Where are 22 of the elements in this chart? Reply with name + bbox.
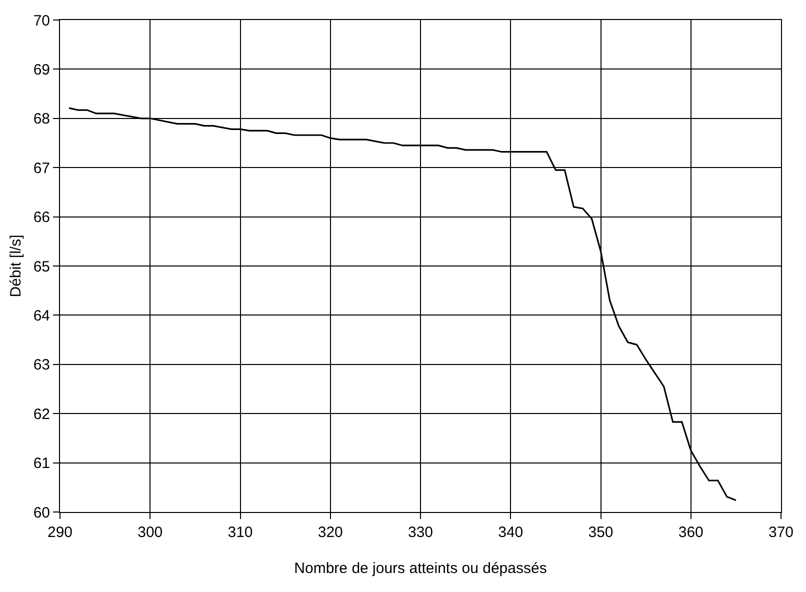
x-tick-label: 370 xyxy=(768,524,794,541)
x-tick-label: 340 xyxy=(498,524,524,541)
y-tick-label: 67 xyxy=(33,160,50,177)
x-tick-label: 290 xyxy=(47,524,73,541)
y-tick-label: 61 xyxy=(33,455,50,472)
y-tick-label: 64 xyxy=(33,307,50,324)
x-tick-label: 360 xyxy=(678,524,704,541)
y-axis-title: Débit [l/s] xyxy=(8,234,25,298)
x-tick-label: 350 xyxy=(588,524,614,541)
x-axis-title: Nombre de jours atteints ou dépassés xyxy=(294,560,547,577)
y-tick-label: 62 xyxy=(33,406,50,423)
y-tick-label: 60 xyxy=(33,504,50,522)
y-tick-label: 70 xyxy=(33,12,50,30)
y-tick-label: 66 xyxy=(33,209,50,226)
y-tick-label: 63 xyxy=(33,356,50,374)
x-tick-label: 320 xyxy=(318,524,343,541)
x-tick-label: 310 xyxy=(228,524,253,541)
y-tick-label: 69 xyxy=(33,61,50,78)
y-tick-label: 68 xyxy=(33,110,50,128)
y-tick-label: 65 xyxy=(33,258,50,276)
x-tick-label: 300 xyxy=(138,524,163,541)
x-tick-label: 330 xyxy=(408,524,434,541)
